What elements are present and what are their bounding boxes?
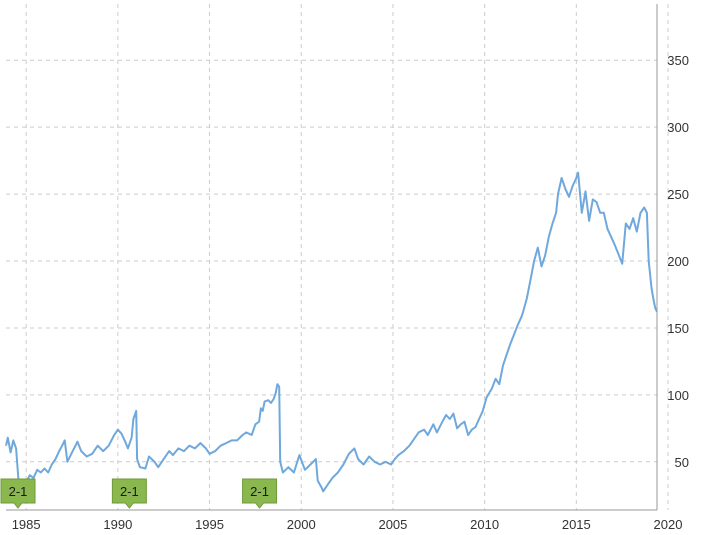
flag-label: 2-1 (120, 484, 139, 499)
x-tick-label: 2000 (287, 517, 316, 532)
y-axis-ticks: 50 100 150 200 250 300 350 (667, 53, 689, 470)
flag-marker (242, 478, 278, 509)
y-tick-label: 50 (675, 455, 689, 470)
flag-label: 2-1 (250, 484, 269, 499)
y-tick-label: 250 (667, 187, 689, 202)
flag-marker (0, 478, 36, 509)
x-tick-label: 1995 (195, 517, 224, 532)
x-tick-label: 2020 (654, 517, 683, 532)
split-flags: 2-1 2-1 2-1 (0, 478, 278, 509)
x-axis-ticks: 1985 1990 1995 2000 2005 2010 2015 2020 (12, 517, 683, 532)
x-tick-label: 1985 (12, 517, 41, 532)
flag-marker (111, 478, 147, 509)
x-tick-label: 2005 (378, 517, 407, 532)
x-tick-label: 2010 (470, 517, 499, 532)
y-tick-label: 100 (667, 388, 689, 403)
flag-label: 2-1 (9, 484, 28, 499)
price-series (5, 171, 658, 493)
split-flag[interactable]: 2-1 (111, 478, 147, 509)
y-tick-label: 350 (667, 53, 689, 68)
y-tick-label: 300 (667, 120, 689, 135)
split-flag[interactable]: 2-1 (242, 478, 278, 509)
split-flag[interactable]: 2-1 (0, 478, 36, 509)
x-tick-label: 1990 (103, 517, 132, 532)
price-line (5, 171, 658, 493)
x-tick-label: 2015 (562, 517, 591, 532)
chart-grid (6, 4, 669, 511)
y-tick-label: 200 (667, 254, 689, 269)
y-tick-label: 150 (667, 321, 689, 336)
